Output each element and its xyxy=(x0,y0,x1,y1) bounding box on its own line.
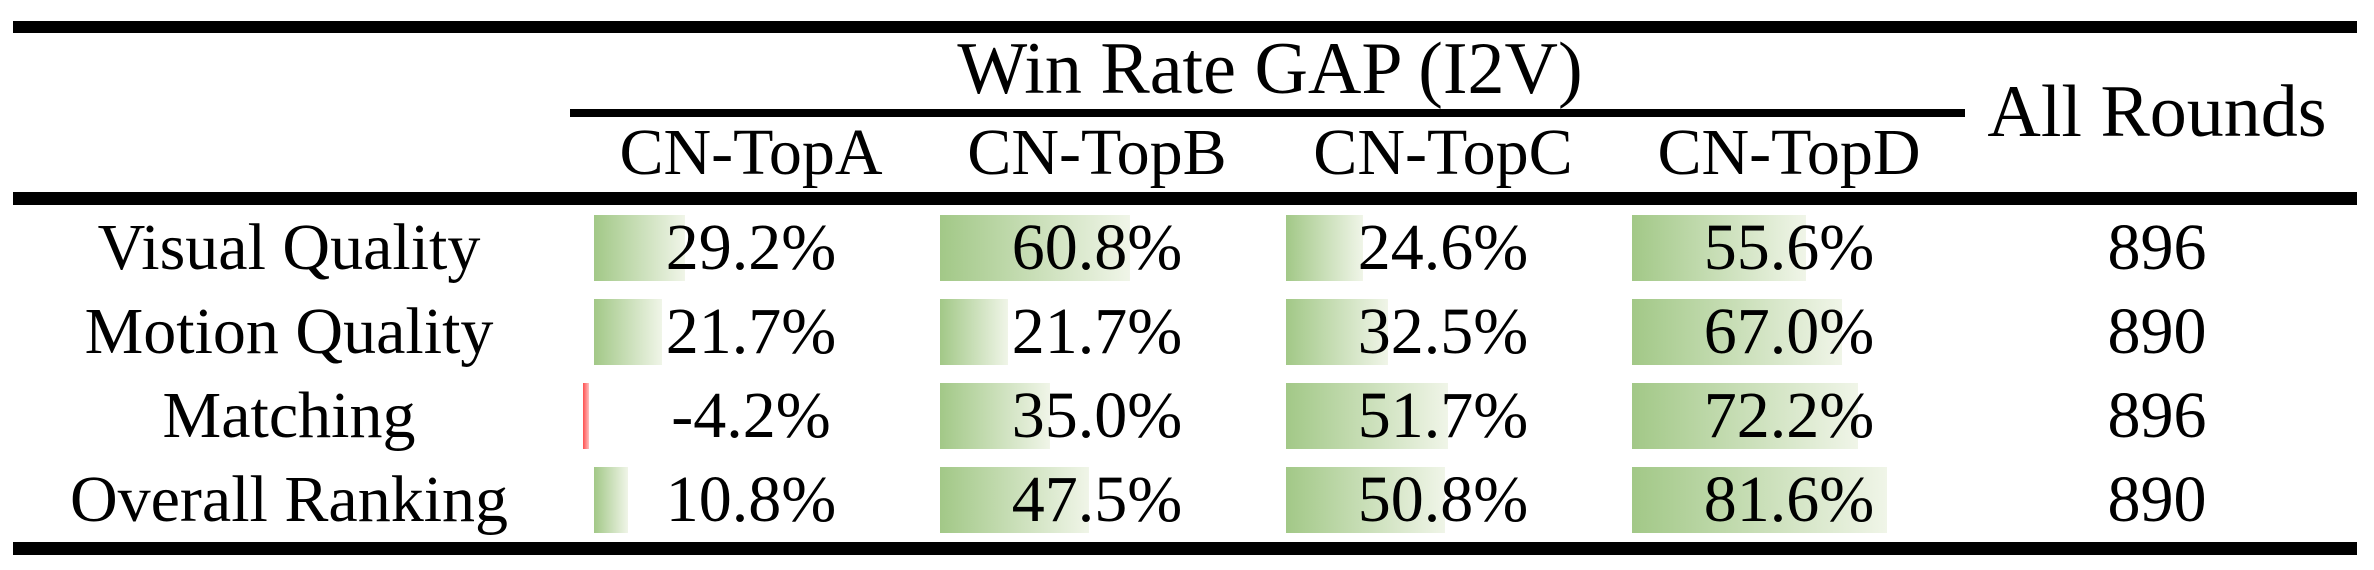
win-rate-value: 50.8% xyxy=(1357,463,1529,536)
win-rate-cell: 67.0% xyxy=(1616,290,1962,374)
all-rounds-value: 890 xyxy=(2107,463,2207,536)
win-rate-value: 21.7% xyxy=(665,295,837,368)
win-rate-bar xyxy=(1632,299,1842,365)
win-rate-value: 35.0% xyxy=(1011,379,1183,452)
win-rate-cell: 50.8% xyxy=(1270,458,1616,542)
win-rate-value: -4.2% xyxy=(671,379,831,452)
win-rate-value: 55.6% xyxy=(1703,211,1875,284)
all-rounds-value: 896 xyxy=(2107,379,2207,452)
row-label: Motion Quality xyxy=(84,295,494,368)
win-rate-bar xyxy=(1286,467,1445,533)
win-rate-value: 72.2% xyxy=(1703,379,1875,452)
win-rate-bar xyxy=(594,467,628,533)
group-header-text: Win Rate GAP (I2V) xyxy=(957,27,1583,110)
table-rule-top xyxy=(13,21,2357,33)
table-row: Overall Ranking 10.8% 47.5% 50.8% 81.6% … xyxy=(0,458,2374,542)
win-rate-cell: 35.0% xyxy=(924,374,1270,458)
win-rate-cell: 55.6% xyxy=(1616,206,1962,290)
column-header-cn-topa: CN-TopA xyxy=(619,116,883,189)
win-rate-value: 24.6% xyxy=(1357,211,1529,284)
win-rate-bar xyxy=(1632,467,1887,533)
all-rounds-header-text: All Rounds xyxy=(1987,71,2327,153)
win-rate-bar xyxy=(594,215,685,281)
win-rate-value: 47.5% xyxy=(1011,463,1183,536)
win-rate-value: 67.0% xyxy=(1703,295,1875,368)
win-rate-bar xyxy=(594,299,662,365)
win-rate-bar xyxy=(940,299,1008,365)
table-row: Matching -4.2% 35.0% 51.7% 72.2% 896 xyxy=(0,374,2374,458)
column-header-all-rounds: All Rounds xyxy=(1962,33,2352,192)
win-rate-value: 60.8% xyxy=(1011,211,1183,284)
win-rate-value: 81.6% xyxy=(1703,463,1875,536)
all-rounds-value: 890 xyxy=(2107,295,2207,368)
win-rate-cell: 81.6% xyxy=(1616,458,1962,542)
win-rate-cell: 29.2% xyxy=(578,206,924,290)
win-rate-bar-negative xyxy=(583,383,589,449)
win-rate-value: 51.7% xyxy=(1357,379,1529,452)
win-rate-cell: 60.8% xyxy=(924,206,1270,290)
table-row: Motion Quality 21.7% 21.7% 32.5% 67.0% 8… xyxy=(0,290,2374,374)
row-label: Visual Quality xyxy=(97,211,481,284)
table-row: Visual Quality 29.2% 60.8% 24.6% 55.6% 8… xyxy=(0,206,2374,290)
win-rate-cell: 32.5% xyxy=(1270,290,1616,374)
win-rate-bar xyxy=(940,467,1089,533)
win-rate-bar xyxy=(1632,383,1858,449)
win-rate-value: 29.2% xyxy=(665,211,837,284)
win-rate-bar xyxy=(940,215,1130,281)
win-rate-bar xyxy=(1286,215,1363,281)
all-rounds-value: 896 xyxy=(2107,211,2207,284)
win-rate-bar xyxy=(1632,215,1806,281)
column-header-cn-topc: CN-TopC xyxy=(1313,116,1573,189)
win-rate-cell: 24.6% xyxy=(1270,206,1616,290)
win-rate-cell: -4.2% xyxy=(578,374,924,458)
win-rate-bar xyxy=(1286,383,1448,449)
win-rate-cell: 47.5% xyxy=(924,458,1270,542)
column-header-cn-topb: CN-TopB xyxy=(967,116,1227,189)
win-rate-value: 10.8% xyxy=(665,463,837,536)
row-label: Matching xyxy=(162,379,416,452)
win-rate-cell: 21.7% xyxy=(924,290,1270,374)
column-header-cn-topd: CN-TopD xyxy=(1657,116,1921,189)
win-rate-cell: 72.2% xyxy=(1616,374,1962,458)
win-rate-bar xyxy=(940,383,1050,449)
win-rate-cell: 51.7% xyxy=(1270,374,1616,458)
win-rate-value: 21.7% xyxy=(1011,295,1183,368)
row-label: Overall Ranking xyxy=(69,463,509,536)
win-rate-cell: 10.8% xyxy=(578,458,924,542)
win-rate-bar xyxy=(1286,299,1388,365)
win-rate-value: 32.5% xyxy=(1357,295,1529,368)
table-rule-header xyxy=(13,192,2357,205)
group-header: Win Rate GAP (I2V) xyxy=(578,27,1962,110)
table-rule-span xyxy=(570,109,1965,117)
win-rate-cell: 21.7% xyxy=(578,290,924,374)
table-rule-bottom xyxy=(13,542,2357,555)
